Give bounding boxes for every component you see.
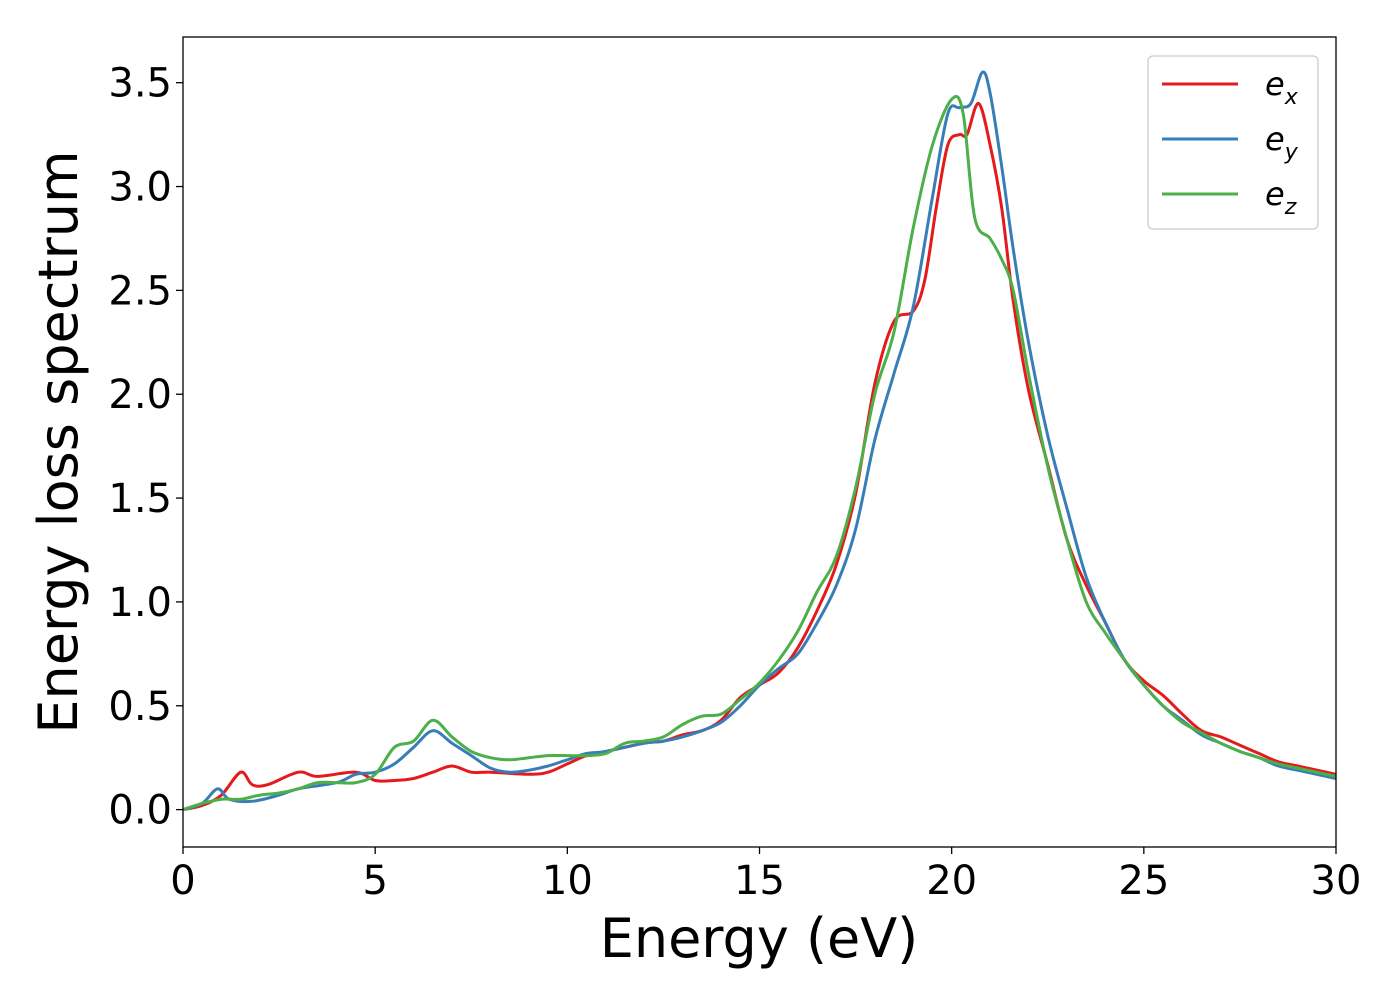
- y-tick-label: 0.5: [108, 684, 172, 730]
- x-tick-label: 10: [542, 858, 593, 904]
- x-tick-label: 0: [170, 858, 195, 904]
- series-curves: [182, 70, 1337, 812]
- y-tick-label: 1.0: [108, 580, 172, 626]
- y-tick-label: 3.0: [108, 165, 172, 211]
- legend-frame: [1147, 55, 1319, 230]
- y-tick-label: 2.0: [108, 372, 172, 418]
- legend-label-y: ey: [1265, 120, 1299, 165]
- y-axis-ticks: 0.0 0.5 1.0 1.5 2.0 2.5 3.0 3.5: [108, 61, 183, 834]
- x-tick-label: 30: [1311, 858, 1362, 904]
- y-tick-label: 0.0: [108, 788, 172, 834]
- y-tick-label: 1.5: [108, 476, 172, 522]
- x-tick-label: 15: [734, 858, 785, 904]
- legend-label-z: ez: [1265, 175, 1297, 220]
- y-axis-label: Energy loss spectrum: [27, 150, 90, 733]
- legend: ex ey ez: [1147, 55, 1319, 230]
- y-tick-label: 3.5: [108, 61, 172, 107]
- x-axis-ticks: 0 5 10 15 20 25 30: [170, 847, 1361, 904]
- series-line-z: [182, 94, 1337, 812]
- y-tick-label: 2.5: [108, 268, 172, 314]
- x-tick-label: 25: [1118, 858, 1169, 904]
- legend-label-x: ex: [1265, 65, 1299, 110]
- x-tick-label: 5: [362, 858, 387, 904]
- x-axis-label: Energy (eV): [600, 907, 919, 970]
- x-tick-label: 20: [926, 858, 977, 904]
- plot-area-frame: [182, 36, 1337, 848]
